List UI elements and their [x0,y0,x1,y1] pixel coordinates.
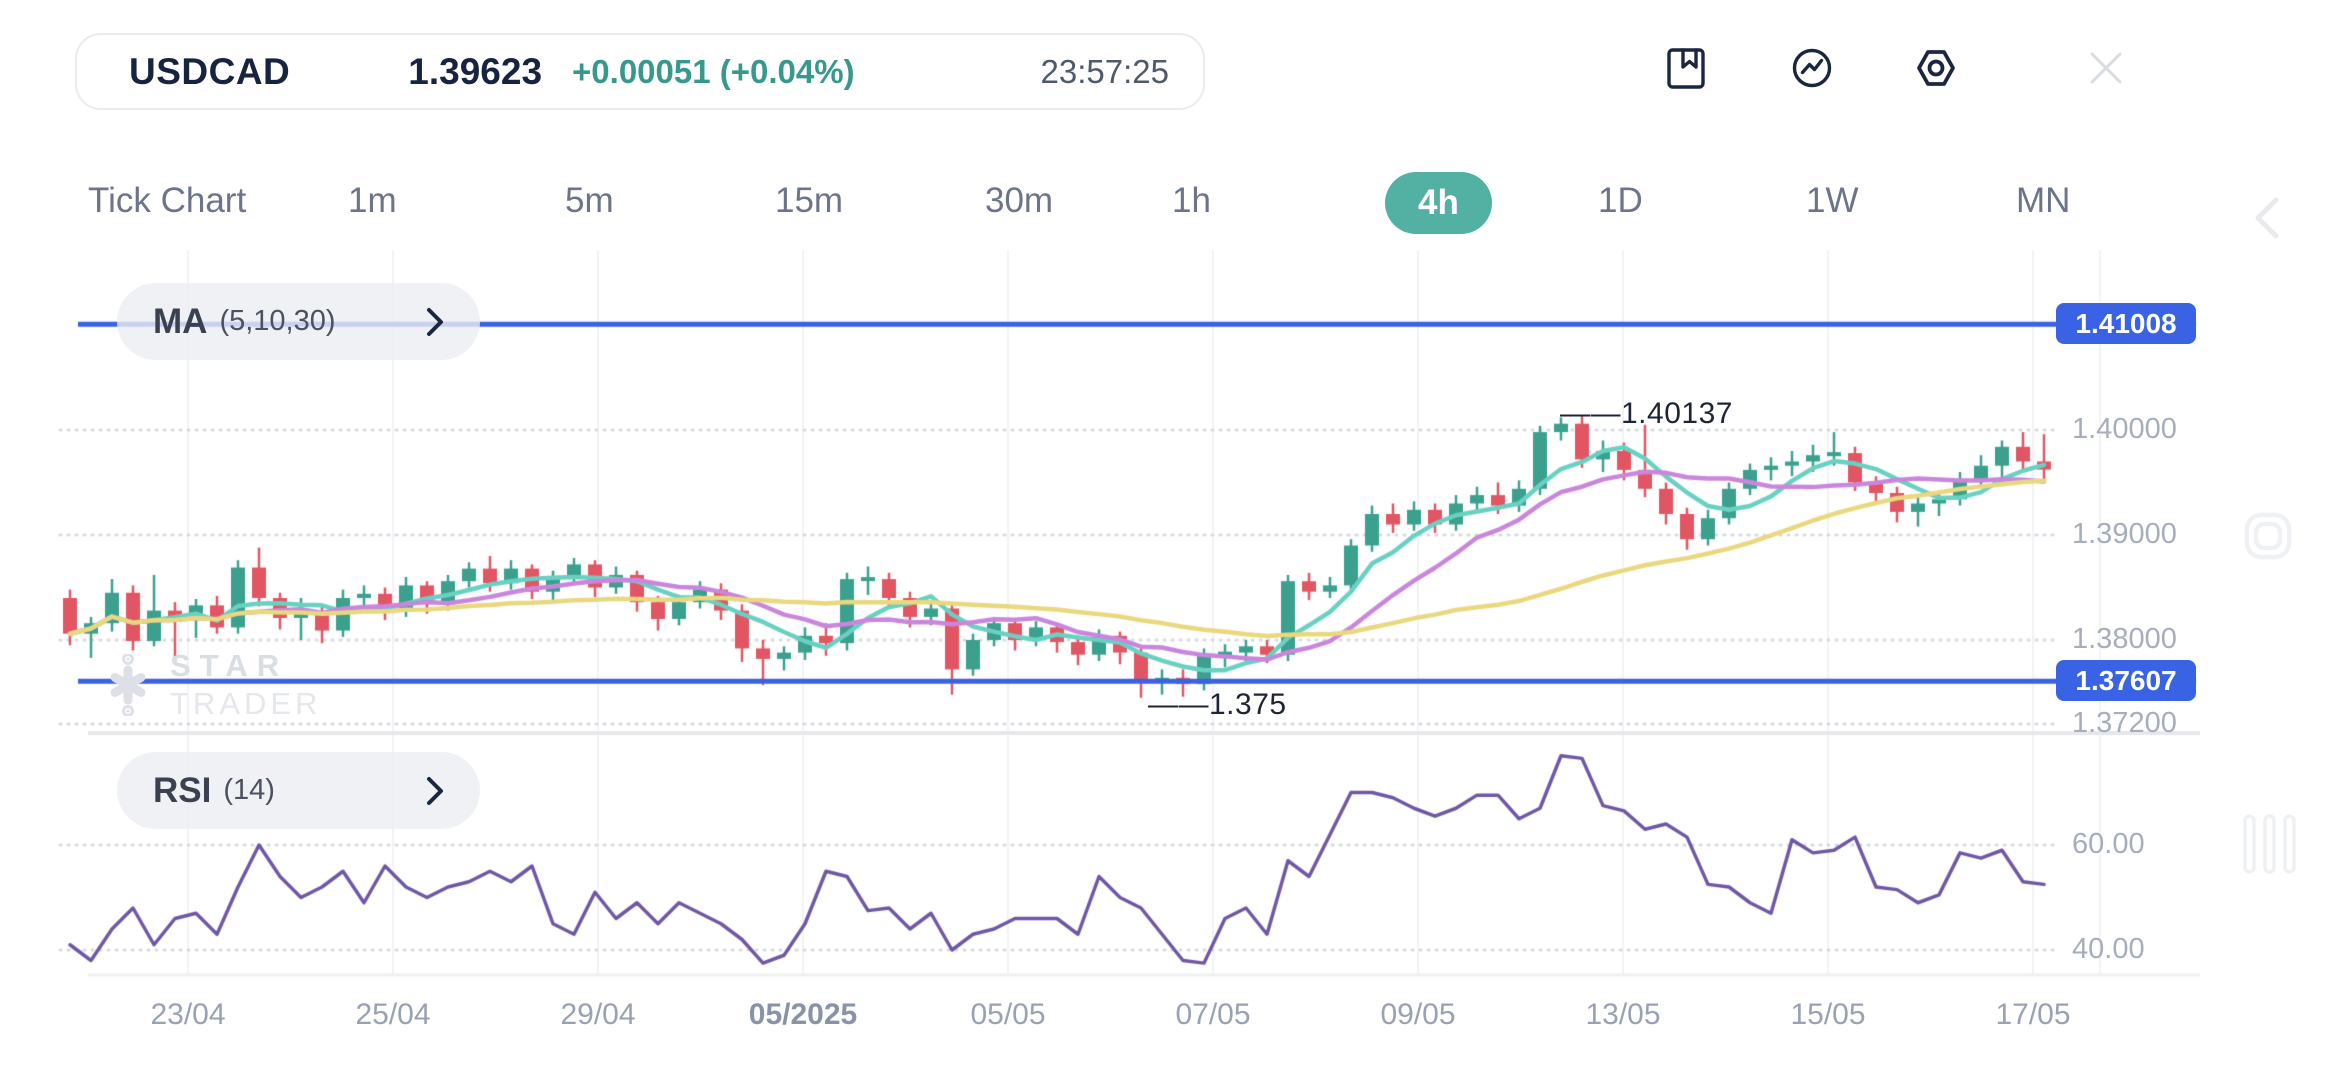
ma-indicator-name: MA [153,301,208,341]
tab-1h[interactable]: 1h [1172,181,1211,220]
price-level-badge: 1.41008 [2056,303,2196,345]
bookmark-icon[interactable] [1662,44,1710,92]
broker-watermark: STAR TRADER [100,648,321,722]
collapse-panel-icon[interactable] [2248,194,2288,247]
price-level-badge: 1.37607 [2056,660,2196,702]
price-change: +0.00051 (+0.04%) [572,52,855,90]
date-axis-label: 07/05 [1175,998,1251,1031]
star-logo-icon [110,654,146,716]
date-axis-label: 29/04 [560,998,636,1031]
tab-5m[interactable]: 5m [565,181,614,220]
price-axis-label: 1.40000 [2072,413,2177,445]
indicators-icon[interactable] [1788,44,1836,92]
symbol-header-card[interactable]: USDCAD 1.39623 +0.00051 (+0.04%) 23:57:2… [75,33,1205,110]
rsi-indicator-pill[interactable]: RSI (14) [117,752,480,829]
date-axis-label: 23/04 [150,998,226,1031]
chart-annotation: ——1.375 [1148,688,1287,721]
volume-bars-icon[interactable] [2240,812,2298,881]
chart-annotation: ——1.40137 [1560,397,1733,430]
tab-15m[interactable]: 15m [775,181,844,220]
date-axis-label: 15/05 [1790,998,1866,1031]
tab-1d[interactable]: 1D [1598,181,1643,220]
date-axis-label: 17/05 [1995,998,2071,1031]
ma-indicator-pill[interactable]: MA (5,10,30) [117,283,480,360]
ma-indicator-params: (5,10,30) [219,305,336,337]
chevron-right-icon [427,776,443,805]
tab-30m[interactable]: 30m [985,181,1054,220]
settings-icon[interactable] [1912,44,1960,92]
tab-4h[interactable]: 4h [1385,172,1492,234]
chart-style-icon[interactable] [2242,510,2294,567]
tab-1w[interactable]: 1W [1806,181,1859,220]
date-axis-label: 25/04 [355,998,431,1031]
date-axis-label: 05/05 [970,998,1046,1031]
symbol-name: USDCAD [129,50,291,92]
server-time: 23:57:25 [1040,52,1169,90]
price-axis-label: 1.38000 [2072,623,2177,655]
watermark-line2: TRADER [170,686,322,721]
date-axis-label: 09/05 [1380,998,1456,1031]
rsi-indicator-params: (14) [223,774,275,806]
tab-1m[interactable]: 1m [348,181,397,220]
rsi-axis-label: 40.00 [2072,933,2145,965]
rsi-axis-label: 60.00 [2072,828,2145,860]
price-axis-label: 1.39000 [2072,518,2177,550]
tab-tick-chart[interactable]: Tick Chart [88,181,247,220]
rsi-indicator-name: RSI [153,770,212,810]
tab-mn[interactable]: MN [2016,181,2071,220]
price-axis-label: 1.37200 [2072,707,2177,739]
close-icon[interactable] [2082,44,2130,92]
chevron-right-icon [427,307,443,336]
date-axis-label: 05/2025 [748,998,858,1031]
watermark-line1: STAR [170,648,289,683]
last-price: 1.39623 [408,50,543,92]
date-axis-label: 13/05 [1585,998,1661,1031]
